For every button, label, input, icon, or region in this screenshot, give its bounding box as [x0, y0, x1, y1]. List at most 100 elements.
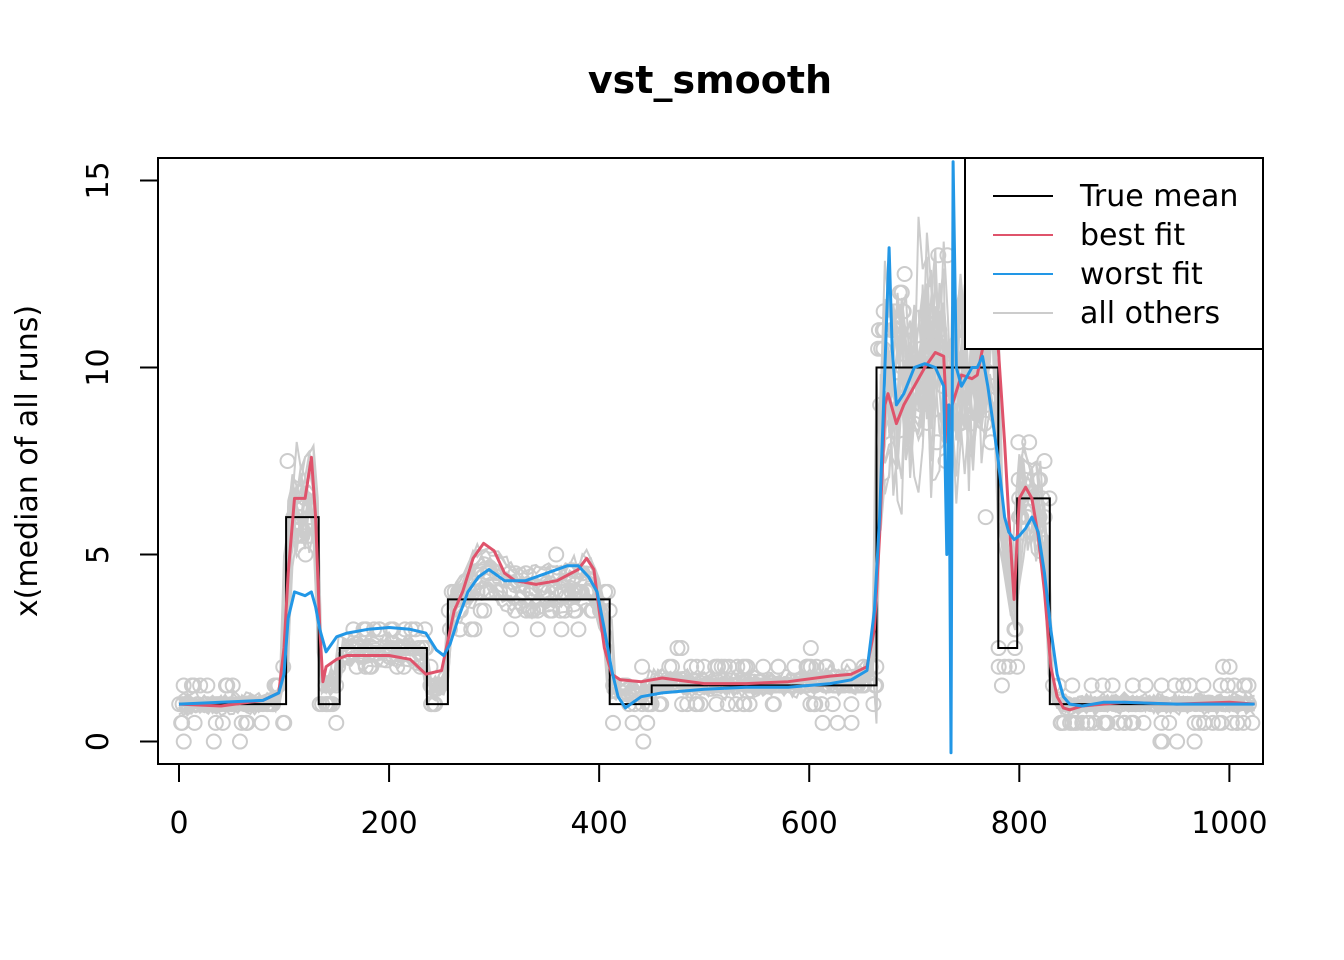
- x-tick-label: 200: [360, 806, 417, 841]
- legend-label-true-mean: True mean: [1079, 179, 1238, 214]
- observation-point: [735, 696, 752, 713]
- observation-point: [472, 602, 489, 619]
- observation-point: [231, 733, 248, 750]
- observation-point: [253, 714, 270, 731]
- observation-point: [1099, 714, 1116, 731]
- observation-point: [605, 714, 622, 731]
- observation-point: [719, 696, 736, 713]
- observation-point: [1064, 714, 1081, 731]
- observation-point: [1169, 733, 1186, 750]
- observation-point: [328, 714, 345, 731]
- observation-point: [548, 546, 565, 563]
- observation-point: [639, 714, 656, 731]
- observation-point: [205, 733, 222, 750]
- chart-title: vst_smooth: [588, 58, 832, 102]
- x-tick-label: 1000: [1191, 806, 1267, 841]
- observation-point: [687, 696, 704, 713]
- observation-point: [829, 714, 846, 731]
- observation-point: [755, 658, 772, 675]
- observation-point: [1009, 658, 1026, 675]
- y-tick-label: 0: [81, 732, 116, 751]
- observation-point: [891, 284, 908, 301]
- fit-layer: [178, 160, 1255, 755]
- observation-point: [1204, 714, 1221, 731]
- observation-point: [813, 696, 830, 713]
- observation-point: [708, 696, 725, 713]
- observation-point: [1064, 677, 1081, 694]
- observation-point: [1010, 434, 1027, 451]
- observation-point: [770, 658, 787, 675]
- y-tick-label: 15: [81, 161, 116, 199]
- observation-point: [1186, 733, 1203, 750]
- observation-point: [175, 677, 192, 694]
- observation-point: [802, 640, 819, 657]
- observation-point: [1125, 714, 1142, 731]
- observation-point: [238, 714, 255, 731]
- observation-point: [1135, 714, 1152, 731]
- observation-point: [1104, 677, 1121, 694]
- legend-label-worst-fit: worst fit: [1080, 257, 1203, 292]
- observation-point: [1152, 733, 1169, 750]
- observation-point: [1215, 658, 1232, 675]
- best-fit-line: [178, 309, 1255, 712]
- x-tick-label: 0: [169, 806, 188, 841]
- observation-point: [634, 658, 651, 675]
- other-fit-line: [178, 286, 1256, 708]
- y-axis-label: x(median of all runs): [10, 305, 45, 617]
- x-tick-label: 800: [991, 806, 1048, 841]
- x-axis: 0 200 400 600 800 1000: [169, 763, 1268, 841]
- observation-point: [174, 714, 191, 731]
- observation-point: [1079, 714, 1096, 731]
- observation-point: [570, 621, 587, 638]
- observation-point: [843, 714, 860, 731]
- observation-point: [1161, 714, 1178, 731]
- observation-point: [764, 696, 781, 713]
- observation-point: [186, 714, 203, 731]
- observation-point: [1195, 677, 1212, 694]
- observation-point: [1244, 714, 1261, 731]
- observation-point: [1221, 658, 1238, 675]
- observation-point: [669, 640, 686, 657]
- y-tick-label: 10: [81, 348, 116, 386]
- observation-point: [276, 714, 293, 731]
- observation-point: [279, 453, 296, 469]
- observation-point: [1056, 714, 1073, 731]
- observation-point: [1235, 714, 1252, 731]
- true-mean-line: [179, 366, 1255, 706]
- other-fit-line: [178, 361, 1256, 718]
- observation-point: [192, 677, 209, 694]
- other-fit-line: [178, 255, 1256, 716]
- observation-point: [993, 677, 1010, 694]
- observation-point: [896, 265, 913, 282]
- observation-point: [1036, 453, 1053, 469]
- observation-point: [1229, 714, 1246, 731]
- observation-point: [786, 658, 803, 675]
- observation-point: [207, 714, 224, 731]
- observation-point: [977, 509, 994, 526]
- observation-point: [1213, 714, 1230, 731]
- observation-point: [175, 733, 192, 750]
- observation-point: [1196, 714, 1213, 731]
- observation-point: [673, 640, 690, 657]
- observation-point: [219, 677, 236, 694]
- observation-point: [233, 714, 250, 731]
- observation-point: [814, 714, 831, 731]
- true-mean-layer: [179, 366, 1255, 706]
- observation-point: [709, 658, 726, 675]
- observation-point: [1068, 714, 1085, 731]
- observation-point: [1219, 677, 1236, 694]
- y-axis: 0 5 10 15: [81, 161, 159, 751]
- observation-point: [1223, 714, 1240, 731]
- observation-point: [1175, 677, 1192, 694]
- observation-point: [214, 714, 231, 731]
- observation-point: [1001, 658, 1018, 675]
- observation-point: [1083, 677, 1100, 694]
- observation-point: [529, 621, 546, 638]
- observation-point: [1153, 677, 1170, 694]
- observation-point: [476, 602, 493, 619]
- observation-point: [865, 696, 882, 713]
- x-tick-label: 400: [571, 806, 628, 841]
- legend-label-best-fit: best fit: [1080, 218, 1185, 253]
- observation-point: [1095, 714, 1112, 731]
